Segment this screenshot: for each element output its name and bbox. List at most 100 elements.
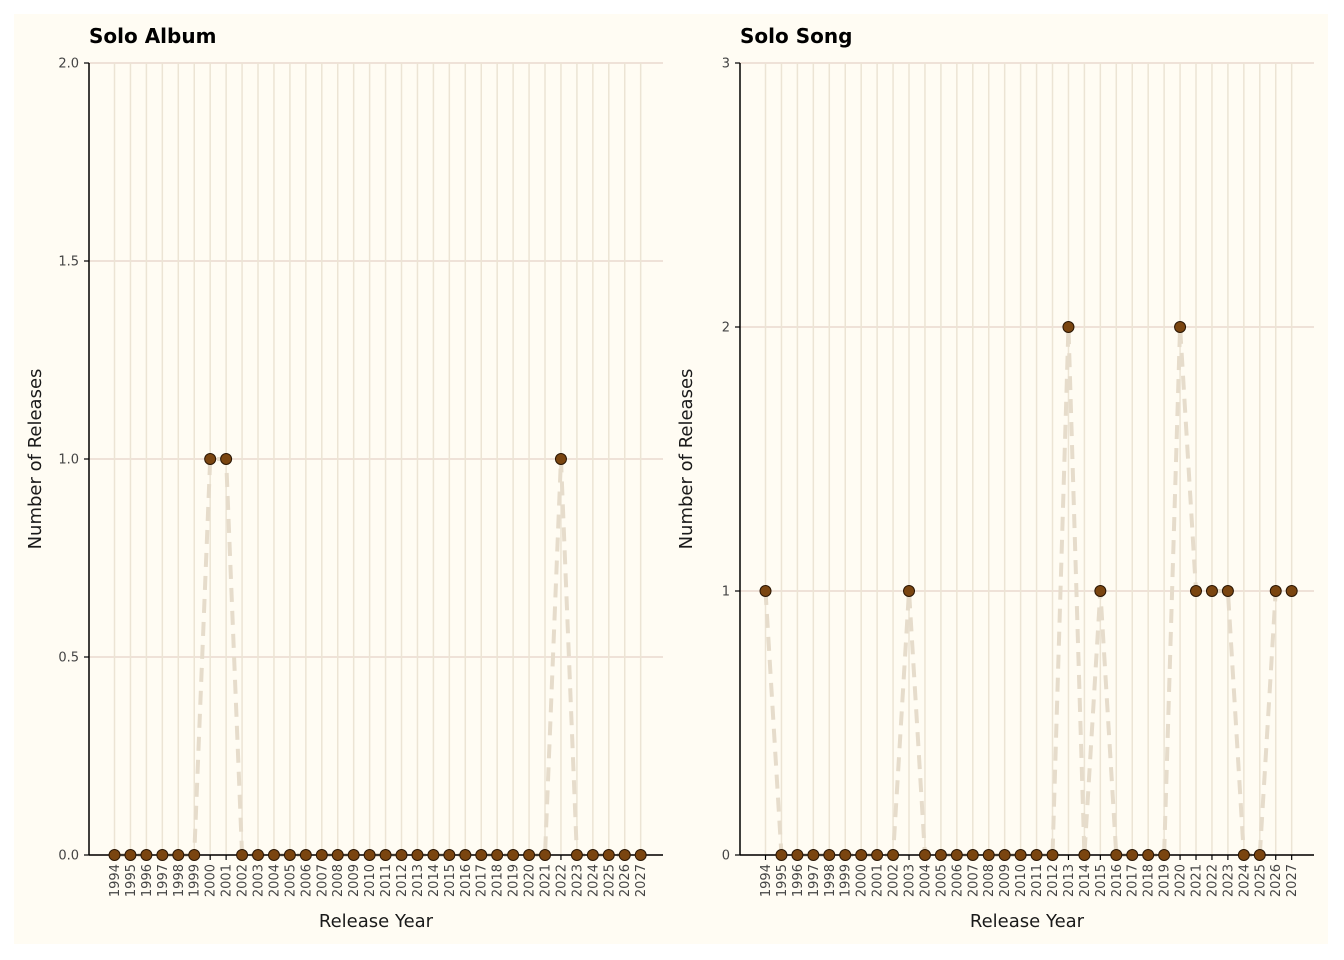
x-tick-label: 2014: [427, 864, 442, 897]
x-tick-label: 2015: [1094, 864, 1109, 897]
y-tick-label: 0.0: [58, 849, 79, 864]
data-point: [602, 849, 615, 861]
x-tick-label: 2015: [443, 864, 458, 897]
data-point: [934, 849, 947, 861]
x-tick-label: 2013: [1062, 864, 1077, 897]
x-tick-label: 2019: [1158, 864, 1173, 897]
data-point: [283, 849, 296, 861]
data-point: [1110, 849, 1123, 861]
x-tick-label: 2021: [1190, 864, 1205, 897]
x-tick-label: 2020: [523, 864, 538, 897]
x-tick-label: 2023: [1221, 864, 1236, 897]
x-tick-label: 2004: [918, 864, 933, 897]
x-tick-label: 2003: [252, 864, 267, 897]
x-tick-label: 2005: [934, 864, 949, 897]
x-tick-label: 1996: [140, 864, 155, 897]
x-tick-label: 1998: [172, 864, 187, 897]
x-tick-label: 2027: [634, 864, 649, 897]
data-point: [887, 849, 900, 861]
y-tick-label: 1.0: [58, 453, 79, 468]
x-tick-label: 2021: [539, 864, 554, 897]
data-point: [903, 585, 916, 597]
x-tick-label: 2023: [570, 864, 585, 897]
data-point: [855, 849, 868, 861]
x-tick-label: 1995: [124, 864, 139, 897]
data-point: [982, 849, 995, 861]
x-tick-label: 1999: [188, 864, 203, 897]
data-point: [363, 849, 376, 861]
y-tick-label: 0.5: [58, 651, 79, 666]
data-point: [634, 849, 647, 861]
chart-panel-2: 0 1 2 3 1994 1995 1996 1997 1998 1999 2000 2001 2002…: [676, 24, 1314, 932]
x-tick-label: 2007: [966, 864, 981, 897]
data-point: [156, 849, 169, 861]
data-point: [1285, 585, 1298, 597]
x-tick-label: 2011: [1030, 864, 1045, 897]
x-tick-label: 1994: [108, 864, 123, 897]
x-tick-label: 1998: [823, 864, 838, 897]
chart-title: Solo Song: [740, 24, 852, 48]
data-point: [823, 849, 836, 861]
data-point: [140, 849, 153, 861]
x-tick-label: 2012: [395, 864, 410, 897]
x-tick-label: 2025: [602, 864, 617, 897]
data-point: [618, 849, 631, 861]
y-tick-label: 2: [722, 321, 730, 336]
x-tick-label: 2008: [331, 864, 346, 897]
x-tick-label: 2009: [998, 864, 1013, 897]
data-point: [443, 849, 456, 861]
data-point: [1078, 849, 1091, 861]
data-point: [331, 849, 344, 861]
data-point: [124, 849, 137, 861]
data-point: [1205, 585, 1218, 597]
data-point: [379, 849, 392, 861]
x-tick-label: 2004: [267, 864, 282, 897]
data-point: [523, 849, 536, 861]
x-tick-label: 2024: [586, 864, 601, 897]
data-point: [918, 849, 931, 861]
data-point: [998, 849, 1011, 861]
x-tick-label: 2005: [283, 864, 298, 897]
x-tick-label: 2017: [1126, 864, 1141, 897]
x-tick-label: 2007: [315, 864, 330, 897]
x-tick-label: 2026: [1269, 864, 1284, 897]
x-tick-label: 2001: [871, 864, 886, 897]
data-point: [1046, 849, 1059, 861]
data-point: [507, 849, 520, 861]
y-tick-label: 2.0: [58, 57, 79, 72]
x-axis-label: Release Year: [319, 911, 434, 932]
x-tick-label: 2006: [299, 864, 314, 897]
data-point: [220, 453, 233, 465]
x-tick-label: 2012: [1046, 864, 1061, 897]
data-point: [172, 849, 185, 861]
x-tick-label: 2000: [855, 864, 870, 897]
data-point: [1094, 585, 1107, 597]
x-tick-label: 2020: [1174, 864, 1189, 897]
data-point: [791, 849, 804, 861]
x-tick-label: 1996: [791, 864, 806, 897]
data-point: [1221, 585, 1234, 597]
chart-title: Solo Album: [89, 24, 216, 48]
x-tick-label: 2016: [1110, 864, 1125, 897]
x-tick-label: 2001: [220, 864, 235, 897]
data-point: [491, 849, 504, 861]
data-point: [315, 849, 328, 861]
x-tick-label: 1997: [807, 864, 822, 897]
data-point: [1126, 849, 1139, 861]
data-point: [554, 453, 567, 465]
x-tick-label: 2013: [411, 864, 426, 897]
x-tick-label: 2018: [491, 864, 506, 897]
data-point: [1014, 849, 1027, 861]
data-point: [204, 453, 217, 465]
data-point: [586, 849, 599, 861]
x-tick-label: 2010: [363, 864, 378, 897]
x-tick-label: 2027: [1285, 864, 1300, 897]
data-point: [1190, 585, 1203, 597]
data-point: [1253, 849, 1266, 861]
y-tick-label: 1.5: [58, 255, 79, 270]
data-point: [459, 849, 472, 861]
data-point: [759, 585, 772, 597]
data-point: [775, 849, 788, 861]
x-tick-label: 2026: [618, 864, 633, 897]
